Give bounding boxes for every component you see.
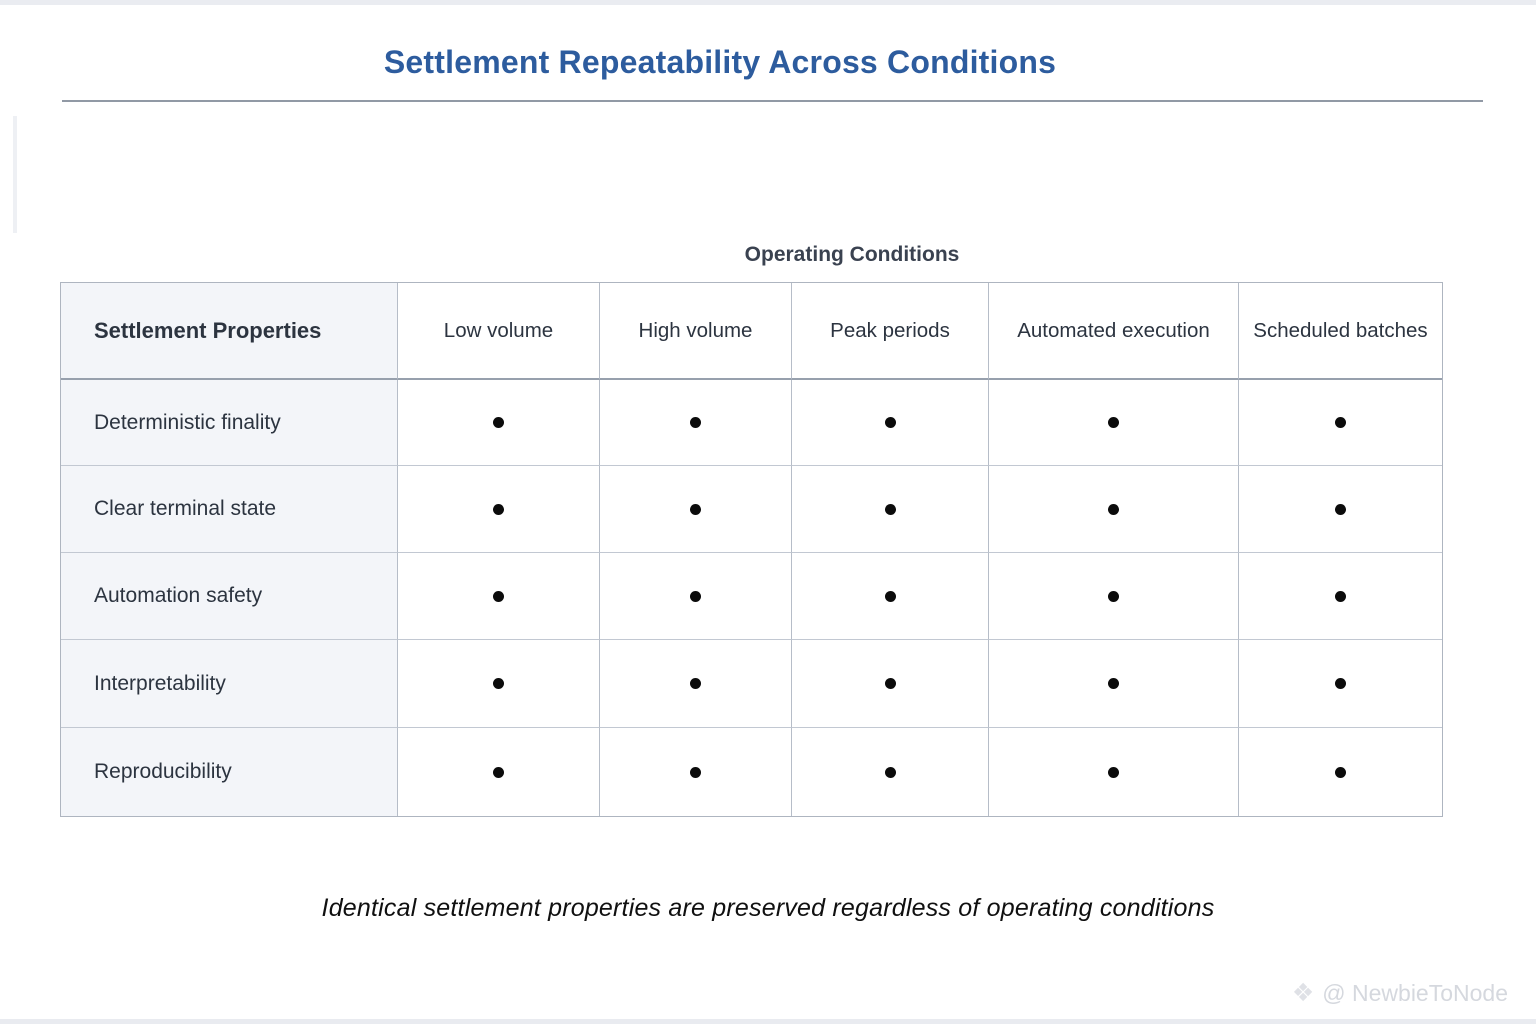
matrix-cell [600,380,792,466]
matrix-cell [792,466,989,553]
column-header-peak-periods: Peak periods [792,283,989,380]
column-header-scheduled-batches: Scheduled batches [1239,283,1442,380]
matrix-cell [1239,380,1442,466]
operating-conditions-label: Operating Conditions [744,243,960,266]
presence-dot-icon [884,417,896,428]
matrix-cell [792,380,989,466]
presence-dot-icon [493,417,504,428]
presence-dot-icon [1335,417,1346,428]
presence-dot-icon [690,417,701,428]
presence-dot-icon [1108,590,1119,602]
matrix-cell [989,640,1239,728]
presence-dot-icon [884,590,896,602]
matrix-cell [600,466,792,553]
diamond-icon: ❖ [1291,979,1315,1007]
row-header-clear-terminal-state: Clear terminal state [61,466,398,553]
matrix-cell [600,553,792,640]
presence-dot-icon [690,766,701,778]
matrix-cell [989,466,1239,553]
presence-dot-icon [690,590,701,602]
matrix-cell [398,728,600,816]
matrix-cell [989,553,1239,640]
row-header-automation-safety: Automation safety [61,553,398,640]
presence-dot-icon [493,766,504,778]
matrix-cell [989,728,1239,816]
column-header-high-volume: High volume [600,283,792,380]
bottom-edge-strip [0,1019,1536,1024]
presence-dot-icon [690,678,701,689]
top-edge-strip [0,0,1536,5]
matrix-cell [398,466,600,553]
presence-dot-icon [1335,503,1346,515]
matrix-cell [600,728,792,816]
matrix-cell [792,640,989,728]
matrix-cell [398,553,600,640]
matrix-cell [398,640,600,728]
presence-dot-icon [690,503,701,515]
figure-caption: Identical settlement properties are pres… [321,894,1215,922]
matrix-cell [398,380,600,466]
row-header-reproducibility: Reproducibility [61,728,398,816]
left-edge-strip [13,116,17,233]
watermark-text: @ NewbieToNode [1322,980,1508,1006]
presence-dot-icon [1335,590,1346,602]
page-title: Settlement Repeatability Across Conditio… [383,44,1057,80]
matrix-cell [1239,640,1442,728]
column-header-automated-execution: Automated execution [989,283,1239,380]
row-header-interpretability: Interpretability [61,640,398,728]
presence-dot-icon [1108,503,1119,515]
matrix-cell [1239,553,1442,640]
presence-dot-icon [1108,417,1119,428]
row-header-deterministic-finality: Deterministic finality [61,380,398,466]
corner-header-settlement-properties: Settlement Properties [61,283,398,380]
presence-dot-icon [493,590,504,602]
presence-dot-icon [493,678,504,689]
presence-dot-icon [884,766,896,778]
presence-dot-icon [493,503,504,515]
presence-dot-icon [1335,678,1346,689]
presence-dot-icon [1335,766,1346,778]
matrix-cell [792,728,989,816]
presence-dot-icon [1108,678,1119,689]
title-divider [62,100,1483,102]
presence-dot-icon [1108,766,1119,778]
matrix-cell [792,553,989,640]
matrix-cell [600,640,792,728]
settlement-matrix-table: Settlement Properties Low volume High vo… [60,282,1443,817]
matrix-cell [1239,466,1442,553]
presence-dot-icon [884,678,896,689]
presence-dot-icon [884,503,896,515]
watermark: ❖ @ NewbieToNode [1292,980,1508,1007]
matrix-cell [1239,728,1442,816]
column-header-low-volume: Low volume [398,283,600,380]
matrix-cell [989,380,1239,466]
